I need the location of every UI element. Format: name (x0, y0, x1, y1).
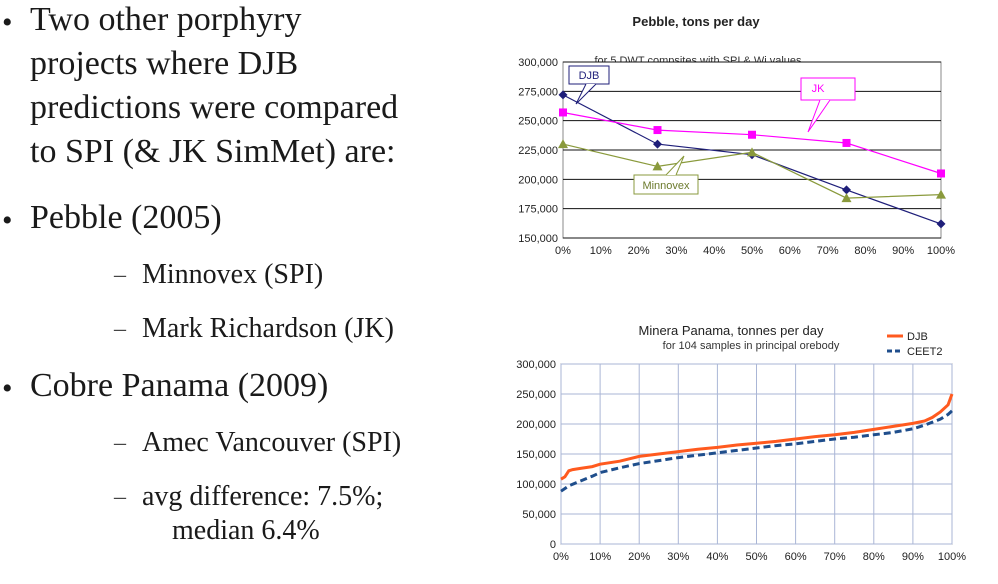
jk-callout: JK (800, 77, 856, 133)
data-point-minnovex (841, 193, 852, 203)
pebble-chart-title: Pebble, tons per day (632, 14, 760, 29)
x-tick-label: 10% (589, 551, 611, 563)
x-tick-label: 100% (927, 245, 955, 257)
y-tick-label: 225,000 (518, 145, 558, 157)
panama-legend: DJB CEET2 (887, 331, 942, 358)
x-tick-label: 100% (938, 551, 966, 563)
data-point-minnovex (936, 189, 946, 199)
x-tick-label: 70% (824, 551, 846, 563)
data-point-djb (936, 219, 946, 229)
y-tick-label: 250,000 (516, 389, 556, 401)
x-tick-label: 0% (555, 245, 571, 257)
legend-label-djb: DJB (907, 331, 928, 343)
slide-text-panel: • Two other porphyry projects where DJB … (0, 0, 470, 584)
y-tick-label: 50,000 (522, 509, 556, 521)
x-tick-label: 40% (703, 245, 725, 257)
series-line-ceet2 (560, 409, 954, 493)
data-point-minnovex (652, 161, 663, 171)
panama-chart-subtitle: for 104 samples in principal orebody (663, 340, 840, 352)
panama-chart: Minera Panama, tonnes per day for 104 sa… (516, 323, 966, 563)
pebble-heading: Pebble (2005) (30, 199, 222, 236)
data-point-minnovex (558, 139, 568, 149)
panama-chart-title: Minera Panama, tonnes per day (639, 323, 824, 338)
intro-line-3: predictions were compared (30, 89, 399, 126)
minnovex-callout-label: Minnovex (642, 180, 690, 192)
x-tick-label: 90% (902, 551, 924, 563)
data-point-djb (842, 185, 851, 195)
data-point-djb (653, 139, 662, 149)
y-tick-label: 300,000 (516, 359, 556, 371)
data-point-jk (937, 169, 945, 178)
x-tick-label: 40% (706, 551, 728, 563)
x-tick-label: 20% (628, 245, 650, 257)
pebble-sub-richardson: Mark Richardson (JK) (142, 313, 394, 344)
x-tick-label: 50% (741, 245, 763, 257)
pebble-chart: Pebble, tons per day for 5 DWT compsites… (518, 14, 955, 257)
y-tick-label: 175,000 (518, 204, 558, 216)
y-tick-label: 200,000 (516, 419, 556, 431)
dash-marker: – (114, 316, 126, 342)
pebble-sub-minnovex: Minnovex (SPI) (142, 259, 324, 290)
data-point-jk (748, 130, 756, 139)
bullet-marker: • (2, 6, 13, 39)
y-tick-label: 150,000 (518, 233, 558, 245)
x-tick-label: 20% (628, 551, 650, 563)
x-tick-label: 0% (553, 551, 569, 563)
intro-line-2: projects where DJB (30, 45, 299, 82)
x-tick-label: 60% (785, 551, 807, 563)
x-tick-label: 10% (590, 245, 612, 257)
bullet-marker: • (2, 204, 13, 237)
y-tick-label: 275,000 (518, 86, 558, 98)
x-tick-label: 30% (665, 245, 687, 257)
y-tick-label: 250,000 (518, 116, 558, 128)
y-tick-label: 150,000 (516, 449, 556, 461)
y-tick-label: 200,000 (518, 174, 558, 186)
intro-line-4: to SPI (& JK SimMet) are: (30, 133, 396, 170)
x-tick-label: 80% (863, 551, 885, 563)
intro-line-1: Two other porphyry (30, 1, 302, 38)
x-tick-label: 80% (854, 245, 876, 257)
x-tick-label: 90% (892, 245, 914, 257)
djb-callout: DJB (568, 65, 610, 105)
bullet-marker: • (2, 372, 13, 405)
jk-callout-label: JK (812, 83, 826, 95)
cobre-sub-amec: Amec Vancouver (SPI) (142, 427, 402, 458)
x-tick-label: 70% (817, 245, 839, 257)
data-point-djb (558, 90, 568, 100)
legend-label-ceet2: CEET2 (907, 346, 942, 358)
dash-marker: – (114, 262, 126, 288)
cobre-sub-median: median 6.4% (172, 515, 320, 546)
data-point-minnovex (747, 147, 757, 157)
y-tick-label: 100,000 (516, 479, 556, 491)
series-line-djb (560, 393, 954, 481)
x-tick-label: 30% (667, 551, 689, 563)
cobre-sub-avg-difference: avg difference: 7.5%; (142, 481, 384, 512)
x-tick-label: 60% (779, 245, 801, 257)
dash-marker: – (114, 484, 126, 510)
data-point-jk (653, 126, 662, 135)
minnovex-callout: Minnovex (633, 155, 699, 195)
y-tick-label: 0 (550, 539, 556, 551)
data-point-jk (842, 138, 851, 147)
cobre-heading: Cobre Panama (2009) (30, 367, 329, 404)
data-point-jk (559, 108, 567, 117)
y-tick-label: 300,000 (518, 57, 558, 69)
djb-callout-label: DJB (579, 70, 600, 82)
x-tick-label: 50% (745, 551, 767, 563)
dash-marker: – (114, 430, 126, 456)
